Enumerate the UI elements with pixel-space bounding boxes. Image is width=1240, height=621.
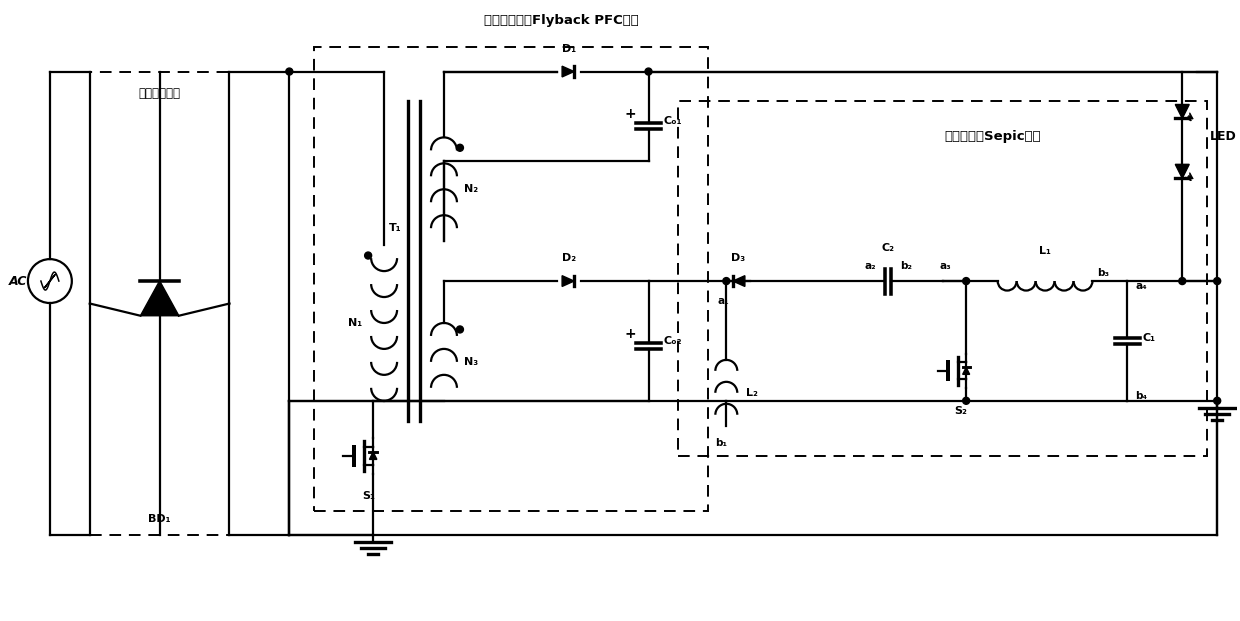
Circle shape (962, 397, 970, 404)
Text: b₃: b₃ (1097, 268, 1110, 278)
Text: N₁: N₁ (348, 318, 362, 328)
Text: N₃: N₃ (464, 357, 479, 367)
Polygon shape (562, 276, 574, 286)
Text: N₂: N₂ (464, 184, 479, 194)
Text: +: + (625, 107, 636, 122)
Text: b₄: b₄ (1136, 391, 1147, 401)
Text: 辅助去纹波Sepic电路: 辅助去纹波Sepic电路 (945, 130, 1042, 143)
Text: AC: AC (9, 274, 27, 288)
Bar (89, 71, 229, 535)
Polygon shape (1176, 165, 1189, 178)
Polygon shape (733, 276, 745, 286)
Text: Cₒ₂: Cₒ₂ (663, 336, 682, 346)
Text: b₁: b₁ (715, 438, 728, 448)
Polygon shape (562, 66, 574, 77)
Text: Cₒ₁: Cₒ₁ (663, 116, 682, 127)
Text: 带辅助绕组的Flyback PFC电路: 带辅助绕组的Flyback PFC电路 (484, 14, 639, 27)
Text: D₂: D₂ (562, 253, 575, 263)
Polygon shape (370, 452, 377, 460)
Text: LED: LED (1210, 130, 1238, 143)
Text: L₁: L₁ (1039, 246, 1052, 256)
Text: 不控整流电路: 不控整流电路 (139, 86, 181, 99)
Text: L₂: L₂ (746, 388, 758, 398)
Text: D₁: D₁ (562, 43, 575, 53)
Text: a₄: a₄ (1136, 281, 1147, 291)
Polygon shape (1176, 104, 1189, 119)
Polygon shape (140, 281, 179, 315)
Circle shape (456, 144, 464, 152)
Text: S₂: S₂ (955, 406, 967, 416)
Circle shape (456, 326, 464, 333)
Circle shape (645, 68, 652, 75)
Circle shape (1214, 278, 1220, 284)
Text: a₂: a₂ (864, 261, 875, 271)
Text: C₂: C₂ (882, 243, 894, 253)
Text: BD₁: BD₁ (149, 514, 171, 524)
Text: a₃: a₃ (940, 261, 951, 271)
Polygon shape (962, 368, 970, 374)
Circle shape (962, 278, 970, 284)
Text: b₂: b₂ (900, 261, 911, 271)
Text: +: + (625, 327, 636, 341)
Text: C₁: C₁ (1142, 333, 1156, 343)
Text: T₁: T₁ (389, 223, 402, 233)
Text: D₃: D₃ (732, 253, 745, 263)
Circle shape (1214, 397, 1220, 404)
Text: S₁: S₁ (363, 491, 376, 501)
Bar (314, 47, 708, 510)
Circle shape (1179, 278, 1185, 284)
Circle shape (365, 252, 372, 259)
Circle shape (723, 278, 730, 284)
Bar (678, 101, 1208, 456)
Circle shape (286, 68, 293, 75)
Text: a₁: a₁ (718, 296, 729, 306)
